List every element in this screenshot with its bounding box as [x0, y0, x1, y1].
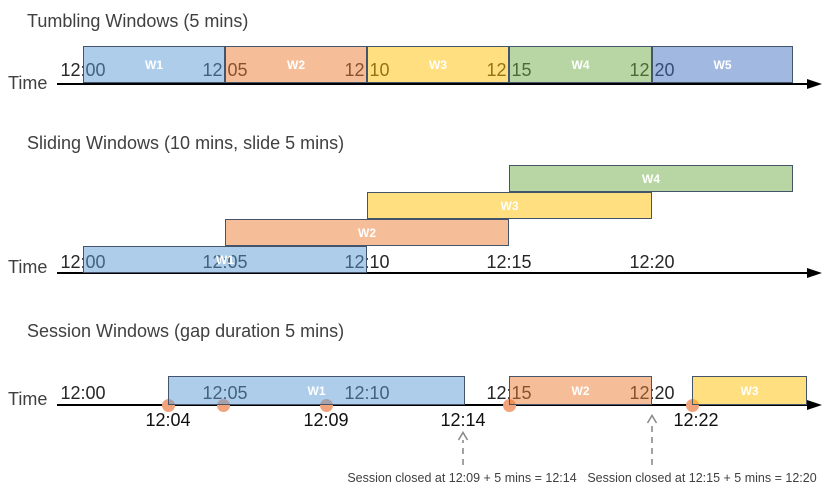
session-event-label-1214: 12:14: [440, 410, 486, 430]
tumbling-section-title: Tumbling Windows (5 mins): [27, 11, 249, 31]
tumbling-window-w2-label: W2: [287, 57, 305, 72]
session-section-title: Session Windows (gap duration 5 mins): [27, 321, 345, 341]
sliding-window-w1: W1: [83, 246, 367, 273]
sliding-timeline: [57, 272, 810, 274]
session-event-label-1209: 12:09: [303, 410, 349, 430]
tumbling-window-w1-label: W1: [145, 57, 163, 72]
tumbling-window-w5: W5: [652, 46, 793, 83]
session-window-w2-label: W2: [571, 383, 590, 398]
sliding-timeline-arrow-icon: [807, 268, 822, 278]
session-timeline-arrow-icon: [807, 400, 822, 410]
tumbling-window-w3: W3: [367, 46, 509, 83]
sliding-window-w1-label: W1: [216, 252, 234, 267]
tumbling-timeline: [57, 83, 810, 85]
session-window-w3-label: W3: [740, 383, 759, 398]
session-event-label-1222: 12:22: [673, 410, 719, 430]
sliding-tick-1215: 12:15: [486, 252, 532, 272]
sliding-window-w2-label: W2: [358, 225, 376, 240]
tumbling-timeline-arrow-icon: [807, 79, 822, 89]
tumbling-window-w4-label: W4: [571, 57, 590, 72]
annotation-up-arrow-icon: [646, 414, 658, 465]
sliding-time-axis-label: Time: [8, 257, 48, 277]
sliding-window-w3-label: W3: [500, 198, 519, 213]
session-closed-annotation-1: Session closed at 12:09 + 5 mins = 12:14: [347, 471, 577, 485]
tumbling-window-w5-label: W5: [713, 57, 732, 72]
tumbling-window-w4: W4: [509, 46, 652, 83]
sliding-section-title: Sliding Windows (10 mins, slide 5 mins): [27, 133, 345, 153]
session-timeline: [57, 404, 810, 406]
session-window-w1: W1: [168, 376, 465, 405]
sliding-window-w2: W2: [225, 219, 509, 246]
sliding-tick-1220: 12:20: [629, 252, 675, 272]
sliding-window-w4-label: W4: [642, 171, 660, 186]
session-window-w3: W3: [692, 376, 807, 405]
session-tick-1200: 12:00: [60, 383, 106, 403]
tumbling-window-w3-label: W3: [429, 57, 447, 72]
tumbling-window-w2: W2: [225, 46, 367, 83]
session-event-label-1204: 12:04: [145, 410, 191, 430]
tumbling-time-axis-label: Time: [8, 73, 48, 93]
session-time-axis-label: Time: [8, 389, 48, 409]
session-closed-annotation-2: Session closed at 12:15 + 5 mins = 12:20: [587, 471, 817, 485]
sliding-window-w3: W3: [367, 192, 652, 219]
session-window-w2: W2: [509, 376, 652, 405]
tumbling-window-w1: W1: [83, 46, 225, 83]
session-window-w1-label: W1: [307, 383, 326, 398]
annotation-up-arrow-icon: [457, 431, 469, 465]
sliding-window-w4: W4: [509, 165, 793, 192]
